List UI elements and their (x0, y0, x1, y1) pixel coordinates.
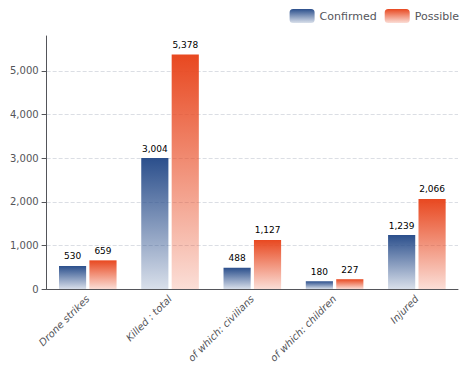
svg-text:5,378: 5,378 (172, 40, 198, 50)
svg-text:3,000: 3,000 (10, 153, 39, 164)
svg-text:of which: civilians: of which: civilians (186, 293, 256, 363)
svg-text:Confirmed: Confirmed (320, 10, 377, 23)
svg-text:Injured: Injured (388, 293, 421, 326)
svg-text:0: 0 (32, 284, 38, 295)
svg-text:4,000: 4,000 (10, 109, 39, 120)
svg-text:180: 180 (311, 267, 328, 277)
svg-text:Possible: Possible (415, 10, 460, 23)
svg-text:1,000: 1,000 (10, 240, 39, 251)
svg-text:1,127: 1,127 (255, 225, 281, 235)
svg-text:Killed : total: Killed : total (124, 293, 174, 343)
svg-text:1,239: 1,239 (389, 221, 415, 231)
svg-text:227: 227 (341, 265, 358, 275)
svg-text:488: 488 (229, 253, 246, 263)
svg-text:of which: children: of which: children (268, 293, 339, 364)
svg-text:2,066: 2,066 (419, 184, 445, 194)
svg-text:659: 659 (94, 246, 111, 256)
svg-text:5,000: 5,000 (10, 65, 39, 76)
svg-text:2,000: 2,000 (10, 196, 39, 207)
svg-text:3,004: 3,004 (142, 144, 168, 154)
svg-text:Drone strikes: Drone strikes (37, 293, 92, 348)
svg-text:530: 530 (64, 251, 81, 261)
